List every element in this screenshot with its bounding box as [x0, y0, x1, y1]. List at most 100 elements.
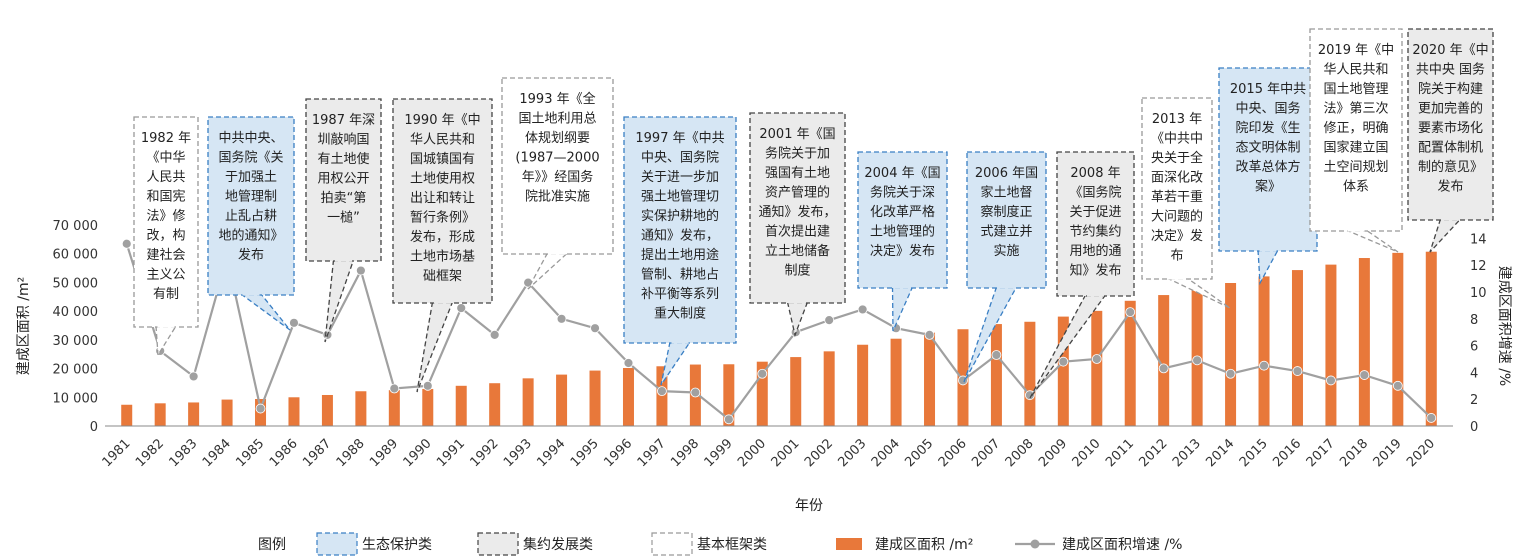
annotation-box [1218, 67, 1318, 252]
bar-2009 [1057, 316, 1069, 426]
x-tick-label: 1996 [601, 436, 635, 470]
annotation-pointer [891, 286, 914, 332]
x-tick-label: 1987 [300, 436, 334, 470]
x-tick-label: 2018 [1337, 436, 1371, 470]
annotation-seam [789, 300, 806, 304]
x-tick-label: 1995 [568, 436, 602, 470]
x-tick-label: 2010 [1070, 436, 1104, 470]
growth-point-1990 [422, 380, 433, 391]
growth-point-2013 [1192, 355, 1203, 366]
growth-point-1986 [289, 317, 299, 328]
growth-point-2002 [824, 315, 835, 326]
bar-1992 [489, 383, 501, 426]
annotations: 1982 年《中华人民共和国宪法》修改，构建社会主义公有制中共中央、国务院《关于… [133, 28, 1494, 399]
annotation-line: 1982 年 [141, 131, 191, 146]
annotation-line: 发布 [1437, 179, 1463, 195]
legend-swatch-marker [1030, 539, 1040, 549]
x-tick-label: 1994 [534, 436, 568, 470]
y-left-tick-label: 0 [90, 420, 98, 435]
annotation-line: 关于促进 [1069, 205, 1121, 220]
annotation-line: 用权公开 [317, 171, 369, 187]
x-tick-label: 1984 [200, 436, 234, 470]
y-right-axis-title: 建成区面积增速 /% [1496, 266, 1512, 386]
bar-2003 [857, 344, 869, 426]
annotation-line: 中共中央、 [218, 131, 283, 146]
annotation-line: 2006 年国 [975, 166, 1038, 181]
annotation-line: 面深化改 [1151, 171, 1203, 186]
annotation-box [501, 77, 614, 255]
bar-1983 [188, 402, 200, 426]
legend-swatch [651, 532, 693, 556]
legend-label: 集约发展类 [523, 536, 593, 553]
x-tick-label: 2006 [936, 436, 970, 470]
annotation-line: 《中华 [146, 151, 185, 166]
y-right-tick-label: 6 [1470, 340, 1478, 355]
growth-point-2020 [1426, 413, 1437, 423]
annotation-line: 知》发布 [1069, 263, 1121, 279]
x-tick-label: 1986 [267, 436, 301, 470]
annotation-line: 家土地督 [980, 185, 1032, 201]
annotation-line: 国务院《关 [218, 150, 283, 166]
annotation-2020: 2020 年《中共中央 国务院关于构建更加完善的要素市场化配置体制机制的意见》发… [1407, 28, 1494, 253]
annotation-line: 共中央 国务 [1416, 62, 1485, 78]
annotation-line: 化改革严格 [870, 204, 935, 220]
growth-point-2000 [757, 368, 768, 379]
annotation-seam [894, 285, 911, 289]
bar-1996 [622, 367, 634, 426]
annotation-line: 地管理制 [225, 190, 277, 205]
annotation-box [623, 116, 737, 344]
annotation-line: 2015 年中共 [1230, 82, 1306, 97]
annotation-line: 制度 [784, 263, 810, 279]
annotation-line: 立土地储备 [765, 243, 830, 259]
bar-2008 [1024, 321, 1036, 426]
y-left-tick-label: 30 000 [53, 334, 99, 349]
annotation-line: 实施 [993, 244, 1019, 259]
annotation-seam [242, 292, 260, 296]
bar-1993 [522, 378, 534, 426]
y-left-tick-label: 70 000 [53, 219, 99, 234]
bar-2007 [990, 324, 1002, 426]
growth-point-1988 [355, 265, 366, 276]
x-tick-label: 2007 [969, 436, 1003, 470]
y-right-tick-label: 10 [1470, 286, 1487, 301]
annotation-line: 院关于构建 [1418, 82, 1483, 97]
annotation-box [1141, 97, 1213, 280]
y-right-tick-label: 2 [1470, 393, 1478, 408]
annotation-line: 年》》经国务 [522, 169, 594, 185]
y-left-tick-label: 40 000 [53, 305, 99, 320]
annotation-line: 1990 年《中 [404, 113, 480, 128]
growth-point-1983 [188, 371, 199, 382]
bar-2018 [1358, 258, 1370, 426]
annotation-line: 圳敲响国 [317, 132, 369, 148]
y-right-tick-label: 12 [1470, 259, 1487, 274]
growth-point-2011 [1125, 307, 1136, 318]
x-tick-label: 1981 [100, 436, 134, 470]
annotation-line: 提出土地用途 [641, 247, 719, 263]
growth-point-1991 [456, 303, 467, 313]
annotation-line: 发布，形成 [410, 229, 475, 245]
annotation-line: 要素市场化 [1418, 120, 1483, 136]
x-tick-label: 2012 [1136, 436, 1170, 470]
annotation-line: 改，构 [146, 229, 185, 244]
annotation-line: 础框架 [423, 269, 462, 284]
bar-2002 [823, 351, 835, 426]
annotation-line: 土地使用权 [410, 171, 475, 187]
annotation-seam [157, 324, 175, 328]
bar-2017 [1325, 264, 1337, 426]
growth-point-1999 [723, 414, 734, 425]
annotation-seam [549, 251, 566, 255]
annotation-box [1056, 151, 1135, 297]
annotation-line: 出让和转让 [410, 191, 475, 206]
bar-2001 [790, 357, 802, 426]
x-tick-label: 2013 [1170, 436, 1204, 470]
annotation-line: 2020 年《中 [1412, 43, 1488, 58]
annotation-line: 管制、耕地占 [641, 267, 719, 283]
y-right-tick-label: 8 [1470, 313, 1478, 328]
annotation-line: 人民共 [146, 170, 185, 185]
annotation-line: 国家建立国 [1323, 140, 1388, 156]
annotation-line: 2004 年《国 [864, 166, 940, 181]
annotation-line: 1997 年《中共 [635, 131, 724, 146]
annotation-line: 重大制度 [654, 306, 706, 322]
